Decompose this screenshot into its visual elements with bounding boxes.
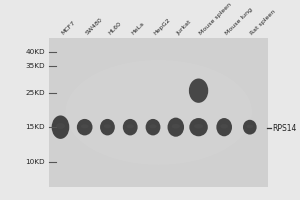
Ellipse shape (194, 124, 203, 129)
Ellipse shape (56, 123, 65, 129)
Ellipse shape (81, 124, 88, 128)
Ellipse shape (189, 78, 208, 103)
Text: 10KD: 10KD (25, 159, 45, 165)
Ellipse shape (246, 125, 253, 128)
Text: Rat spleen: Rat spleen (250, 9, 277, 36)
Ellipse shape (220, 124, 228, 129)
Text: HL60: HL60 (107, 21, 122, 36)
Ellipse shape (172, 124, 180, 129)
Ellipse shape (243, 120, 256, 135)
Text: Mouse spleen: Mouse spleen (199, 2, 233, 36)
Text: 15KD: 15KD (25, 124, 45, 130)
Text: HepG2: HepG2 (153, 17, 172, 36)
Ellipse shape (189, 118, 208, 136)
Ellipse shape (216, 118, 232, 136)
Bar (49, 38, 268, 187)
Ellipse shape (146, 119, 160, 135)
Ellipse shape (127, 124, 134, 128)
Text: Mouse lung: Mouse lung (224, 7, 253, 36)
Ellipse shape (149, 124, 157, 128)
Ellipse shape (65, 60, 252, 165)
Ellipse shape (77, 119, 92, 135)
Text: HeLa: HeLa (130, 21, 145, 36)
Ellipse shape (104, 124, 111, 128)
Ellipse shape (167, 118, 184, 137)
Text: 40KD: 40KD (25, 49, 45, 55)
Text: 25KD: 25KD (25, 90, 45, 96)
Ellipse shape (100, 119, 115, 135)
Text: RPS14: RPS14 (273, 124, 297, 133)
Text: MCF7: MCF7 (61, 20, 76, 36)
Text: SW480: SW480 (85, 17, 104, 36)
Ellipse shape (123, 119, 138, 135)
Text: Jurkat: Jurkat (176, 19, 192, 36)
Ellipse shape (52, 115, 69, 139)
Text: 35KD: 35KD (25, 63, 45, 69)
